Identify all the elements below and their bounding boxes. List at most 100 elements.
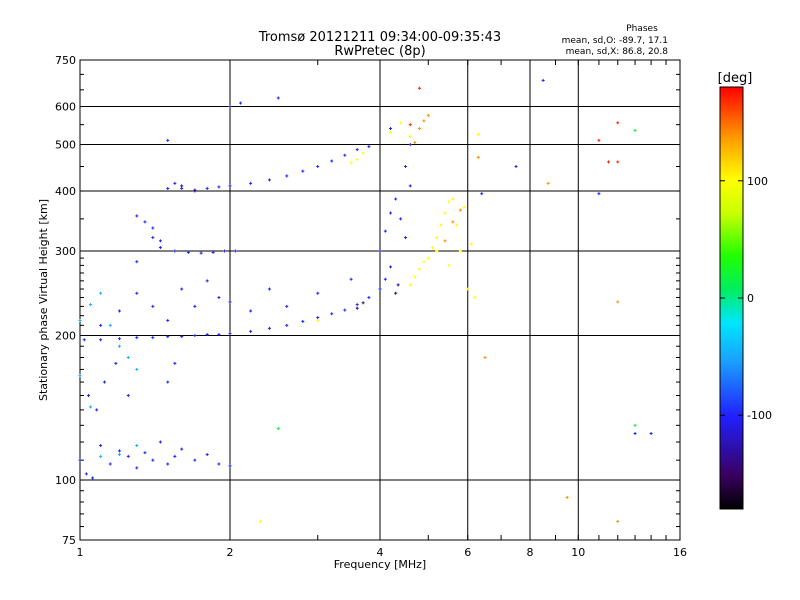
colorbar-ticks: 100 0 -100 <box>720 175 772 422</box>
data-point <box>205 186 209 190</box>
data-point <box>211 250 215 254</box>
data-point <box>117 344 121 348</box>
data-point <box>480 192 484 196</box>
data-point <box>649 432 653 436</box>
data-point <box>193 189 197 193</box>
data-point <box>633 128 637 132</box>
data-point <box>426 113 430 117</box>
data-point <box>355 306 359 310</box>
data-point <box>205 279 209 283</box>
y-axis-label: Stationary phase Virtual Height [km] <box>37 199 50 401</box>
data-point <box>126 394 130 398</box>
data-point <box>439 223 443 227</box>
data-point <box>399 217 403 221</box>
data-point <box>285 174 289 178</box>
y-tick-label: 500 <box>55 139 76 152</box>
colorbar-tick-label: -100 <box>747 409 772 422</box>
x-tick-label: 2 <box>227 546 234 559</box>
data-point <box>546 181 550 185</box>
data-point <box>228 331 232 335</box>
phases-o-line: mean, sd,O: -89.7, 17.1 <box>562 36 668 46</box>
x-tick-label: 16 <box>673 546 687 559</box>
data-point <box>180 287 184 291</box>
data-point <box>99 323 103 327</box>
data-point <box>78 374 82 378</box>
data-point <box>108 462 112 466</box>
data-point <box>151 336 155 340</box>
data-point <box>82 338 86 342</box>
data-point <box>316 164 320 168</box>
data-point <box>135 260 139 264</box>
phases-summary: Phases mean, sd,O: -89.7, 17.1 mean, sd,… <box>562 24 669 57</box>
data-point <box>597 192 601 196</box>
data-point <box>223 249 227 253</box>
data-point <box>422 260 426 264</box>
data-point <box>403 236 407 240</box>
chart-subtitle: RwPretec (8p) <box>334 44 425 59</box>
data-point <box>476 132 480 136</box>
data-point <box>355 148 359 152</box>
data-point <box>180 447 184 451</box>
data-point <box>166 186 170 190</box>
data-point <box>367 296 371 300</box>
data-point <box>330 312 334 316</box>
data-point <box>367 145 371 149</box>
y-tick-label: 200 <box>55 330 76 343</box>
data-point <box>193 304 197 308</box>
data-point <box>435 236 439 240</box>
data-point <box>616 121 620 125</box>
data-point <box>435 249 439 253</box>
data-point <box>355 158 359 162</box>
x-tick-label: 4 <box>377 546 384 559</box>
data-point <box>408 123 412 127</box>
data-point <box>217 462 221 466</box>
data-point <box>99 444 103 448</box>
data-point <box>447 263 451 267</box>
x-tick-label: 1 <box>77 546 84 559</box>
data-point <box>355 303 359 307</box>
data-point <box>276 96 280 100</box>
data-point <box>616 160 620 164</box>
data-point <box>476 155 480 159</box>
data-point <box>330 159 334 163</box>
data-point <box>301 169 305 173</box>
data-point <box>199 251 203 255</box>
data-point <box>151 458 155 462</box>
data-point <box>135 214 139 218</box>
data-point <box>417 267 421 271</box>
data-point <box>233 249 237 253</box>
data-point <box>408 134 412 138</box>
data-point <box>514 164 518 168</box>
data-point <box>383 229 387 233</box>
data-point <box>607 160 611 164</box>
data-point <box>166 335 170 339</box>
data-point <box>158 246 162 250</box>
data-point <box>316 316 320 320</box>
data-point <box>483 355 487 359</box>
data-point <box>343 308 347 312</box>
data-point <box>228 300 232 304</box>
y-tick-label: 100 <box>55 474 76 487</box>
colorbar: [deg] 100 0 -100 <box>718 71 772 510</box>
data-point <box>151 226 155 230</box>
data-point <box>349 161 353 165</box>
data-point <box>126 454 130 458</box>
data-point <box>285 323 289 327</box>
data-point <box>180 184 184 188</box>
data-point <box>78 458 82 462</box>
data-point <box>205 332 209 336</box>
y-tick-label: 600 <box>55 101 76 114</box>
data-point <box>431 246 435 250</box>
data-point <box>173 181 177 185</box>
data-point <box>217 185 221 189</box>
data-point <box>135 367 139 371</box>
data-point <box>267 287 271 291</box>
x-tick-label: 8 <box>527 546 534 559</box>
data-point <box>173 249 177 253</box>
data-point <box>422 119 426 123</box>
data-point <box>166 380 170 384</box>
x-axis-label: Frequency [MHz] <box>334 558 426 571</box>
phases-x-line: mean, sd,X: 86.8, 20.8 <box>566 47 669 57</box>
data-point <box>249 329 253 333</box>
